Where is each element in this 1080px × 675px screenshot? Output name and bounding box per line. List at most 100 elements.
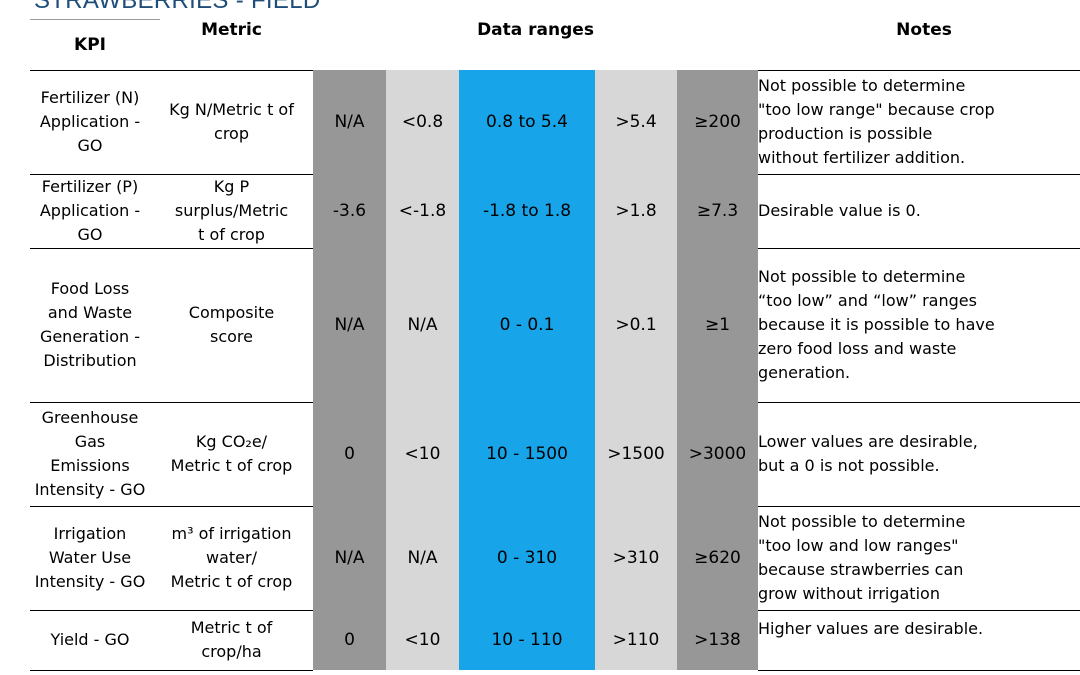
kpi-line: Fertilizer (N) <box>40 88 140 107</box>
range-very-low-cell: N/A <box>313 70 386 174</box>
range-optimal-cell: 0 - 310 <box>459 506 595 610</box>
range-very-high-cell: ≥200 <box>677 70 758 174</box>
range-very-high-cell: >3000 <box>677 402 758 506</box>
range-low-cell: <10 <box>386 610 459 670</box>
notes-line: Not possible to determine <box>758 512 966 531</box>
range-high-cell: >0.1 <box>595 248 677 402</box>
kpi-line: Fertilizer (P) <box>41 177 139 196</box>
notes-line: zero food loss and waste <box>758 339 957 358</box>
table-body: Fertilizer (N) Application - GO Kg N/Metric… <box>30 69 1080 671</box>
range-very-high-cell: ≥620 <box>677 506 758 610</box>
kpi-line: Food Loss <box>50 279 130 298</box>
header-metric: Metric <box>150 20 313 70</box>
metric-line: m³ of irrigation <box>171 524 292 543</box>
table-row-irrigation: Irrigation Water Use Intensity - GO m³ of i… <box>30 505 1080 610</box>
kpi-line: and Waste <box>47 303 133 322</box>
kpi-line: Water Use <box>48 548 132 567</box>
metric-cell: Composite score <box>150 247 313 402</box>
range-very-low-cell: N/A <box>313 506 386 610</box>
table-header-row: KPI Metric Data ranges Notes <box>30 20 1080 70</box>
range-low-cell: N/A <box>386 506 459 610</box>
metric-line: water/ <box>206 548 257 567</box>
kpi-line: Application - <box>39 112 141 131</box>
notes-line: Desirable value is 0. <box>758 201 921 220</box>
header-data-ranges: Data ranges <box>313 20 758 70</box>
kpi-cell: Fertilizer (P) Application - GO <box>30 173 150 248</box>
metric-line: surplus/Metric <box>174 201 289 220</box>
notes-line: Not possible to determine <box>758 267 966 286</box>
notes-line: because it is possible to have <box>758 315 995 334</box>
notes-cell: Higher values are desirable. <box>758 609 1080 671</box>
notes-cell: Lower values are desirable, but a 0 is no… <box>758 401 1080 506</box>
metric-line: Kg P <box>213 177 250 196</box>
range-very-low-cell: N/A <box>313 248 386 402</box>
kpi-line: GO <box>77 225 103 244</box>
metric-cell: Kg P surplus/Metric t of crop <box>150 173 313 248</box>
range-optimal-cell: -1.8 to 1.8 <box>459 174 595 248</box>
header-kpi: KPI <box>30 20 150 70</box>
range-low-cell: <-1.8 <box>386 174 459 248</box>
range-very-low-cell: -3.6 <box>313 174 386 248</box>
document-title: STRAWBERRIES - FIELD <box>34 0 321 14</box>
kpi-cell: Fertilizer (N) Application - GO <box>30 69 150 174</box>
range-high-cell: >1.8 <box>595 174 677 248</box>
kpi-line: GO <box>77 136 103 155</box>
notes-line: production is possible <box>758 124 933 143</box>
range-optimal-cell: 0.8 to 5.4 <box>459 70 595 174</box>
range-low-cell: <0.8 <box>386 70 459 174</box>
metric-cell: Kg CO₂e/Metric t of crop <box>150 401 313 506</box>
notes-line: "too low and low ranges" <box>758 536 959 555</box>
kpi-line: Gas <box>74 432 106 451</box>
range-optimal-cell: 10 - 1500 <box>459 402 595 506</box>
kpi-cell: Food Loss and Waste Generation - Distributi… <box>30 247 150 402</box>
range-very-low-cell: 0 <box>313 402 386 506</box>
kpi-data-ranges-table: KPI Metric Data ranges Notes Fertilizer … <box>30 20 1080 671</box>
metric-line: Kg CO₂e/ <box>195 432 268 451</box>
range-high-cell: >110 <box>595 610 677 670</box>
notes-cell: Not possible to determine "too low range"… <box>758 69 1080 174</box>
notes-line: because strawberries can <box>758 560 964 579</box>
notes-line: without fertilizer addition. <box>758 148 966 167</box>
notes-line: but a 0 is not possible. <box>758 456 940 475</box>
metric-line: Composite <box>188 303 275 322</box>
range-very-high-cell: ≥7.3 <box>677 174 758 248</box>
metric-line: crop <box>214 124 249 143</box>
kpi-line: Intensity - GO <box>34 480 146 499</box>
metric-cell: Kg N/Metric t of crop <box>150 69 313 174</box>
range-low-cell: N/A <box>386 248 459 402</box>
table-row-ghg-emissions: Greenhouse Gas Emissions Intensity - GO Kg C… <box>30 401 1080 506</box>
notes-line: grow without irrigation <box>758 584 940 603</box>
notes-cell: Not possible to determine "too low and lo… <box>758 505 1080 610</box>
range-very-high-cell: >138 <box>677 610 758 670</box>
range-low-cell: <10 <box>386 402 459 506</box>
range-high-cell: >310 <box>595 506 677 610</box>
metric-line: score <box>210 327 253 346</box>
kpi-line: Distribution <box>43 351 137 370</box>
metric-line: Metric t of <box>190 618 273 637</box>
kpi-cell: Yield - GO <box>30 609 150 671</box>
range-very-low-cell: 0 <box>313 610 386 670</box>
metric-cell: m³ of irrigation water/Metric t of crop <box>150 505 313 610</box>
kpi-line: Irrigation <box>53 524 127 543</box>
kpi-line: Generation - <box>39 327 141 346</box>
notes-line: generation. <box>758 363 851 382</box>
range-optimal-cell: 0 - 0.1 <box>459 248 595 402</box>
notes-cell: Not possible to determine “too low” and “… <box>758 247 1080 402</box>
header-notes: Notes <box>758 20 1080 70</box>
kpi-line: Yield - GO <box>50 630 130 649</box>
range-high-cell: >1500 <box>595 402 677 506</box>
metric-line: Kg N/Metric t of <box>169 100 294 119</box>
table-row-yield: Yield - GO Metric t of crop/ha 0 <10 10 - 110… <box>30 609 1080 671</box>
metric-line: t of crop <box>198 225 265 244</box>
table-row-fertilizer-p: Fertilizer (P) Application - GO Kg P surplus… <box>30 173 1080 248</box>
title-divider <box>30 19 160 20</box>
kpi-cell: Irrigation Water Use Intensity - GO <box>30 505 150 610</box>
range-optimal-cell: 10 - 110 <box>459 610 595 670</box>
table-row-fertilizer-n: Fertilizer (N) Application - GO Kg N/Metric… <box>30 69 1080 174</box>
kpi-line: Intensity - GO <box>34 572 146 591</box>
table-row-food-loss: Food Loss and Waste Generation - Distributi… <box>30 247 1080 402</box>
notes-line: Higher values are desirable. <box>758 618 984 638</box>
kpi-line: Greenhouse <box>41 408 139 427</box>
kpi-line: Emissions <box>50 456 130 475</box>
notes-line: Lower values are desirable, <box>758 432 978 451</box>
